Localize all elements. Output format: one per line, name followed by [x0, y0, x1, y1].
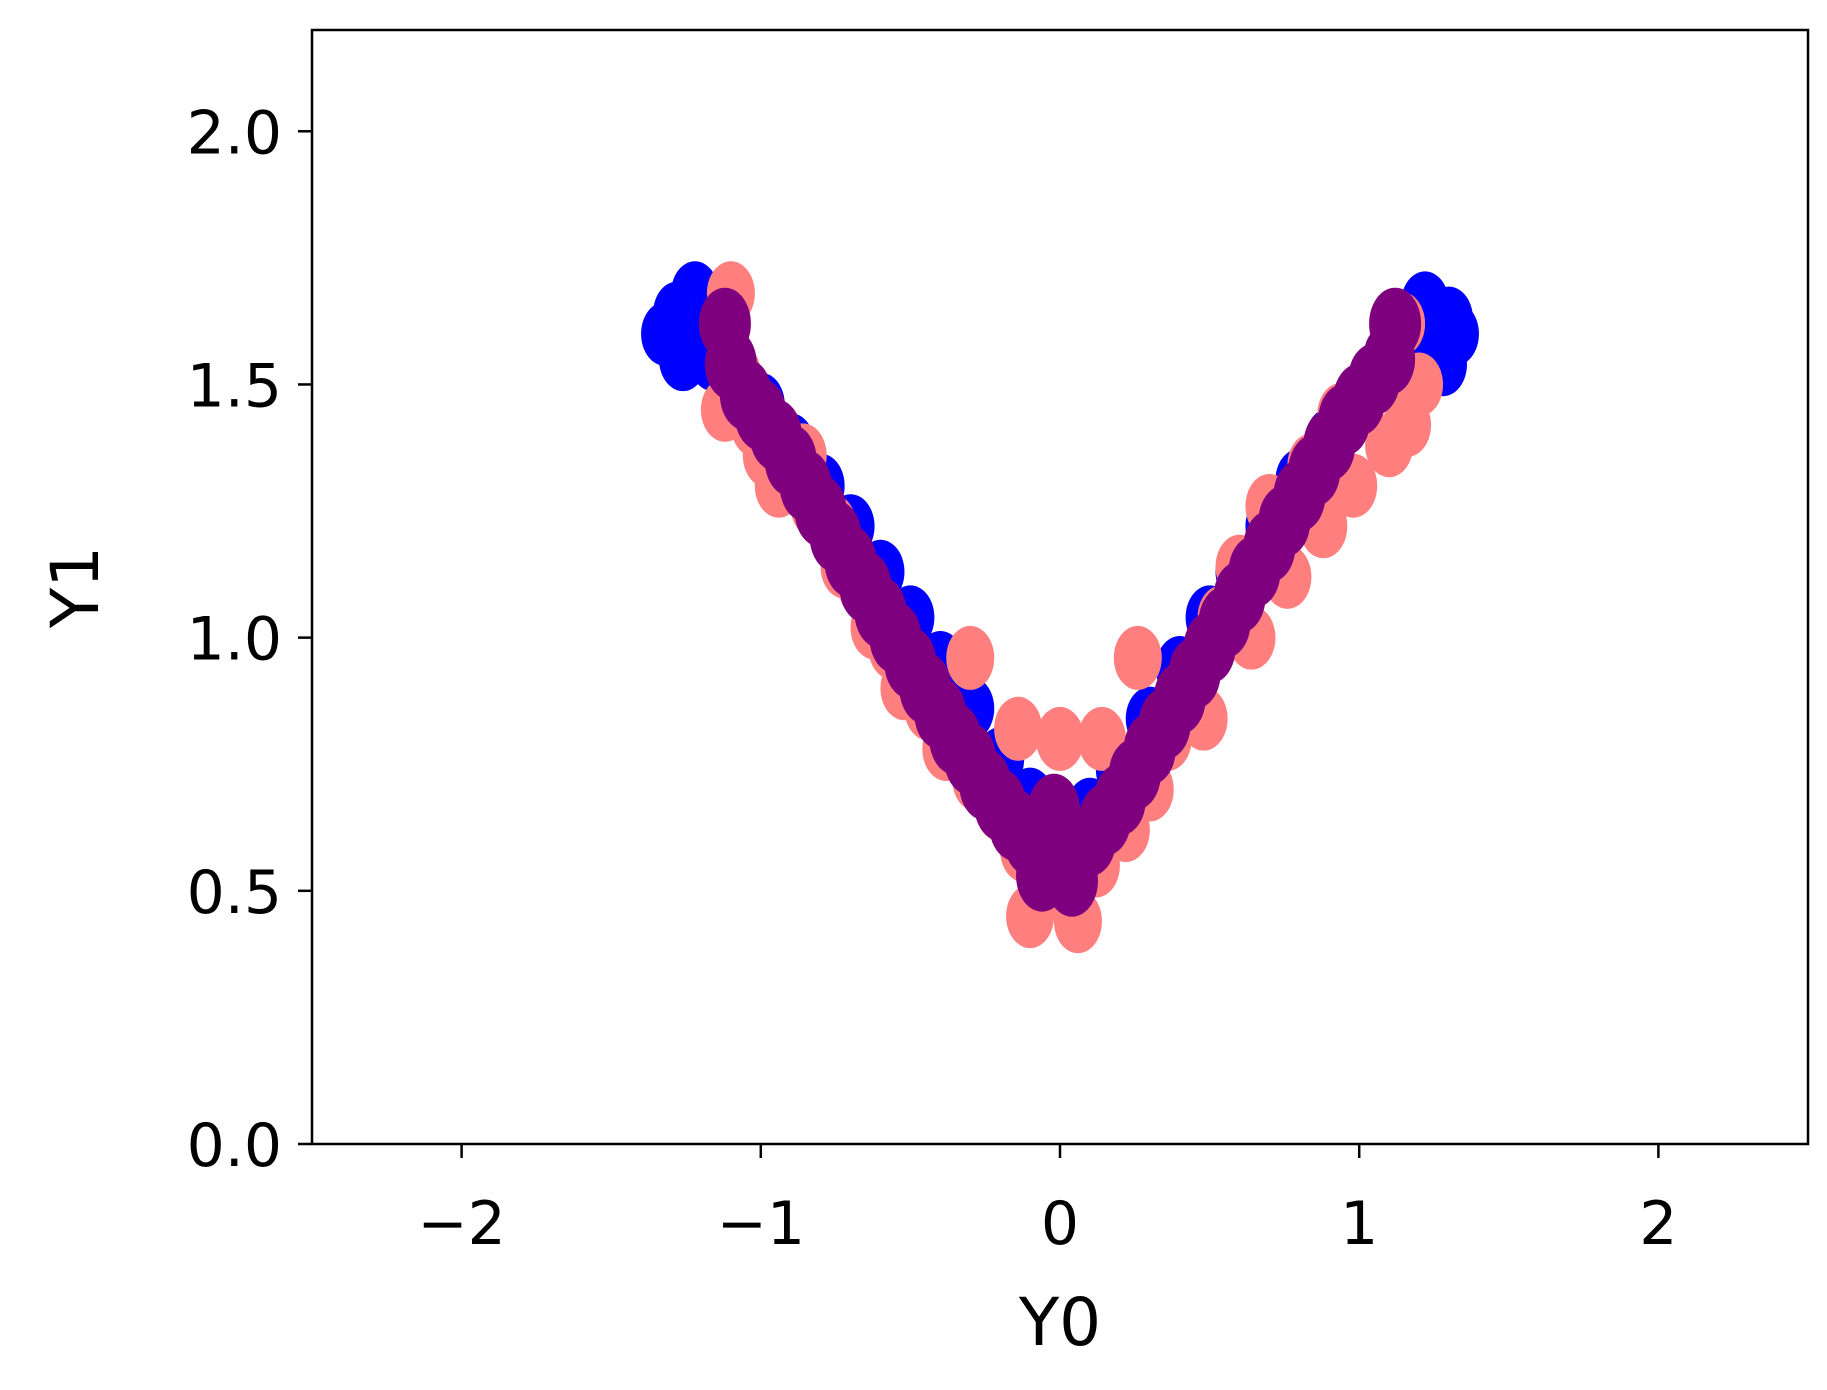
data-point [1028, 773, 1081, 846]
data-point [994, 696, 1043, 761]
data-point [946, 625, 995, 690]
y-tick-label: 1.0 [187, 605, 282, 675]
y-axis-label: Y1 [37, 546, 114, 629]
x-tick-label: −1 [717, 1189, 805, 1259]
data-point [1113, 625, 1162, 690]
data-point [1016, 839, 1069, 912]
y-axis-ticks: 0.0 0.5 1.0 1.5 2.0 [187, 98, 312, 1181]
series-2 [698, 287, 1422, 917]
data-points [641, 261, 1479, 954]
y-tick-label: 0.0 [187, 1111, 282, 1181]
x-axis-label: Y0 [1018, 1284, 1101, 1361]
data-point [1383, 392, 1432, 457]
x-tick-label: 1 [1340, 1189, 1378, 1259]
x-tick-label: 2 [1639, 1189, 1677, 1259]
x-axis-ticks: −2 −1 0 1 2 [417, 1144, 1677, 1259]
y-tick-label: 0.5 [187, 858, 282, 928]
y-tick-label: 1.5 [187, 351, 282, 421]
x-tick-label: 0 [1041, 1189, 1079, 1259]
data-point [1369, 287, 1422, 360]
x-tick-label: −2 [417, 1189, 505, 1259]
y-tick-label: 2.0 [187, 98, 282, 168]
data-point [1036, 706, 1084, 771]
